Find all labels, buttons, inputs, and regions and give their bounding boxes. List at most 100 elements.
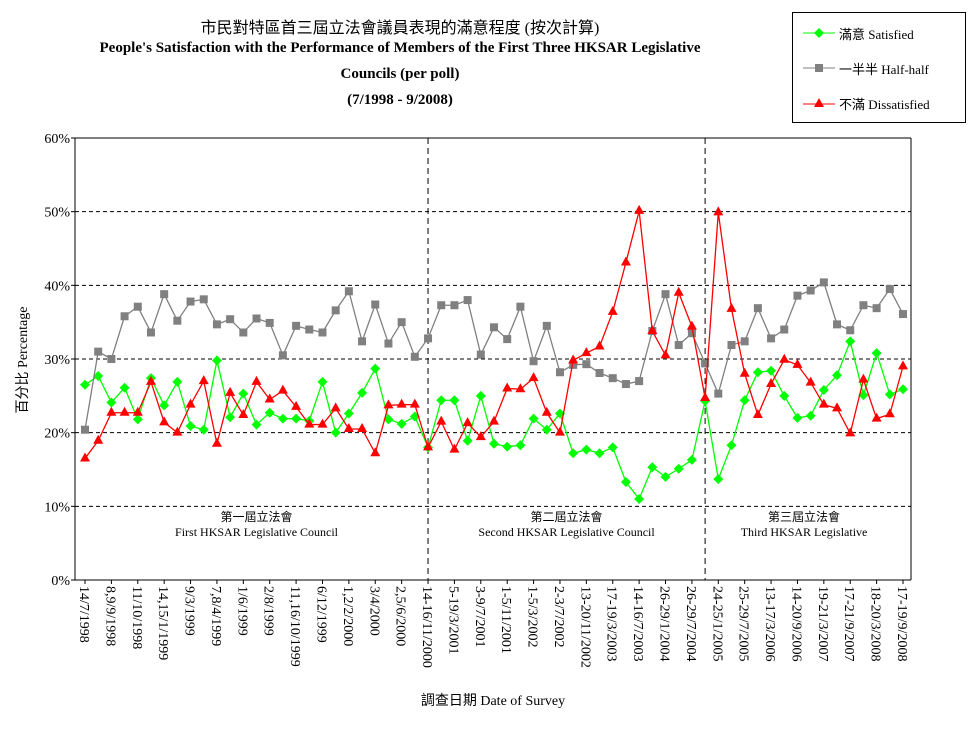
- data-point-square: [516, 302, 525, 311]
- data-point-diamond: [660, 471, 671, 482]
- data-point-triangle: [752, 408, 763, 418]
- series-square: [81, 278, 907, 434]
- period-label-en: Third HKSAR Legislative: [741, 525, 868, 539]
- period-label-zh: 第二屆立法會: [531, 509, 603, 524]
- x-tick-label: 6/12/1999: [313, 586, 328, 643]
- data-point-diamond: [620, 477, 631, 488]
- x-tick-label: 17-21/9/2007: [841, 586, 856, 661]
- data-point-square: [885, 285, 894, 294]
- data-point-triangle: [805, 376, 816, 386]
- data-point-triangle: [343, 422, 354, 432]
- data-point-square: [133, 302, 142, 311]
- data-point-triangle: [475, 431, 486, 441]
- data-point-square: [107, 355, 116, 363]
- data-point-diamond: [370, 363, 381, 374]
- data-point-diamond: [528, 413, 539, 424]
- data-point-square: [173, 316, 182, 325]
- data-point-triangle: [700, 392, 711, 402]
- data-point-square: [806, 286, 815, 295]
- x-axis-title: 調查日期 Date of Survey: [421, 693, 565, 709]
- x-tick-label: 2/8/1999: [261, 586, 276, 636]
- x-tick-label: 14-16/7/2003: [630, 586, 645, 661]
- data-point-triangle: [357, 422, 368, 432]
- chart-title: 市民對特區首三屆立法會議員表現的滿意程度 (按次計算): [200, 20, 600, 37]
- data-point-square: [384, 339, 393, 348]
- data-point-diamond: [93, 370, 104, 381]
- data-point-triangle: [581, 347, 592, 357]
- x-tick-label: 26-29/7/2004: [683, 586, 698, 661]
- data-point-square: [437, 301, 446, 310]
- data-point-triangle: [647, 325, 658, 335]
- data-point-triangle: [238, 408, 249, 418]
- data-point-diamond: [581, 444, 592, 455]
- data-point-diamond: [330, 427, 341, 438]
- data-point-square: [94, 347, 103, 356]
- data-point-diamond: [172, 376, 183, 387]
- data-point-triangle: [185, 398, 196, 408]
- data-point-diamond: [898, 384, 908, 395]
- data-point-square: [212, 320, 221, 329]
- data-point-square: [542, 321, 551, 330]
- data-point-square: [819, 278, 828, 287]
- data-point-triangle: [264, 393, 275, 403]
- data-point-square: [714, 389, 723, 398]
- data-point-diamond: [396, 418, 407, 429]
- data-point-square: [701, 359, 710, 368]
- x-tick-label: 1-5/3/2002: [525, 586, 540, 647]
- data-point-square: [120, 312, 129, 321]
- x-tick-label: 13-17/3/2006: [762, 586, 777, 661]
- data-point-triangle: [726, 302, 737, 312]
- data-point-square: [687, 329, 696, 338]
- data-point-square: [635, 377, 644, 386]
- data-point-triangle: [568, 354, 579, 364]
- data-point-triangle: [251, 375, 262, 385]
- y-tick-label: 60%: [44, 132, 70, 147]
- data-point-triangle: [159, 416, 170, 426]
- data-point-diamond: [80, 379, 90, 390]
- x-tick-label: 1,2/2/2000: [340, 586, 355, 646]
- data-point-triangle: [423, 441, 434, 451]
- data-point-triangle: [792, 358, 803, 368]
- data-point-square: [226, 315, 235, 324]
- data-point-square: [621, 380, 630, 389]
- data-point-triangle: [449, 443, 460, 453]
- data-point-square: [397, 318, 406, 327]
- x-tick-label: 24-25/1/2005: [709, 586, 724, 661]
- data-point-triangle: [198, 375, 209, 385]
- data-point-diamond: [502, 441, 513, 452]
- x-tick-label: 11,16/10/1999: [287, 586, 302, 667]
- data-point-diamond: [106, 397, 117, 408]
- data-point-square: [305, 325, 314, 334]
- data-point-triangle: [739, 367, 750, 377]
- data-point-square: [344, 287, 353, 296]
- data-point-diamond: [119, 382, 130, 393]
- data-point-square: [872, 304, 881, 313]
- data-point-diamond: [238, 388, 249, 399]
- data-point-triangle: [132, 406, 143, 416]
- y-tick-label: 0%: [51, 574, 70, 589]
- x-tick-label: 19-21/3/2007: [815, 586, 830, 661]
- legend-item-satisfied: 滿意 Satisfied: [793, 23, 914, 43]
- legend-label: 不滿 Dissatisfied: [839, 96, 930, 112]
- data-point-square: [199, 295, 208, 304]
- data-point-square: [146, 328, 155, 337]
- data-point-triangle: [145, 375, 156, 385]
- data-point-triangle: [409, 398, 420, 408]
- data-point-diamond: [792, 412, 803, 423]
- y-tick-label: 10%: [44, 500, 70, 515]
- data-point-diamond: [198, 424, 209, 435]
- data-point-diamond: [475, 390, 486, 401]
- data-point-diamond: [251, 419, 262, 430]
- data-point-triangle: [304, 418, 315, 428]
- data-point-square: [318, 328, 327, 337]
- data-point-triangle: [277, 384, 288, 394]
- data-point-diamond: [673, 463, 684, 474]
- data-point-diamond: [225, 412, 236, 423]
- data-point-triangle: [436, 415, 447, 425]
- data-point-diamond: [766, 365, 777, 376]
- data-point-triangle: [713, 206, 724, 216]
- data-point-diamond: [871, 348, 882, 359]
- period-label-en: Second HKSAR Legislative Council: [478, 525, 655, 539]
- data-point-diamond: [277, 413, 288, 424]
